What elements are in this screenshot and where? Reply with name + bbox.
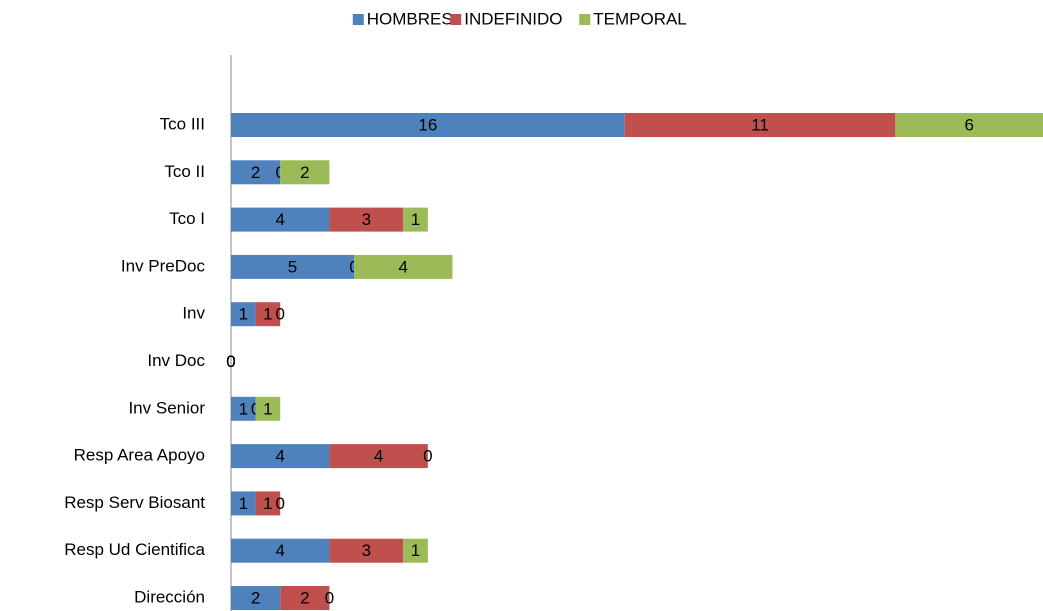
bar-segment: [231, 254, 355, 279]
bar-segment: [231, 160, 281, 185]
category-label: Inv: [182, 304, 205, 323]
data-label: 2: [300, 588, 309, 607]
category-label: Inv PreDoc: [121, 256, 206, 275]
category-label: Inv Senior: [128, 398, 205, 417]
bar-segment: [403, 207, 428, 232]
data-label: 0: [226, 352, 235, 371]
category-label: Tco I: [169, 209, 205, 228]
data-label: 3: [362, 210, 371, 229]
category-label: Resp Area Apoyo: [74, 446, 205, 465]
data-label: 2: [251, 163, 260, 182]
category-label: Tco III: [160, 114, 205, 133]
data-label: 11: [751, 115, 769, 134]
bar-segment: [231, 444, 330, 469]
bar-segment: [255, 302, 281, 327]
data-label: 1: [263, 305, 272, 324]
bar-segment: [280, 586, 330, 610]
bar-segment: [255, 491, 281, 516]
data-label: 4: [275, 447, 284, 466]
data-label: 4: [374, 447, 383, 466]
bar-segment: [231, 113, 625, 137]
legend-label: TEMPORAL: [593, 9, 687, 28]
data-label: 4: [399, 257, 408, 276]
bar-segment: [354, 254, 453, 279]
data-label: 0: [226, 352, 235, 371]
bar-segment: [255, 396, 281, 421]
bar-segment: [895, 113, 1043, 137]
data-label: 1: [239, 494, 248, 513]
data-label: 16: [418, 115, 437, 134]
bar-segment: [231, 491, 256, 516]
legend-swatch: [450, 14, 462, 25]
data-label: 1: [411, 541, 420, 560]
legend-swatch: [352, 14, 364, 25]
bar-segment: [329, 444, 428, 469]
data-label: 1: [239, 305, 248, 324]
legend-label: INDEFINIDO: [464, 9, 562, 28]
data-label: 5: [288, 257, 297, 276]
bar-segment: [231, 396, 256, 421]
bar-segment: [329, 538, 404, 563]
category-label: Resp Ud Cientifica: [64, 540, 205, 559]
data-label: 2: [251, 588, 260, 607]
data-label: 1: [239, 399, 248, 418]
bar-segment: [280, 160, 330, 185]
category-label: Resp Serv Biosant: [64, 493, 205, 512]
data-label: 6: [964, 115, 973, 134]
legend-label: HOMBRES: [367, 9, 453, 28]
data-label: 0: [226, 352, 235, 371]
bar-segment: [231, 538, 330, 563]
data-label: 1: [263, 494, 272, 513]
bar-segment: [329, 207, 404, 232]
data-label: 0: [275, 305, 284, 324]
category-label: Inv Doc: [147, 351, 205, 370]
bar-segment: [624, 113, 896, 137]
data-label: 0: [251, 399, 260, 418]
data-label: 4: [275, 210, 284, 229]
category-label: Dirección: [134, 587, 205, 606]
bar-segment: [231, 302, 256, 327]
data-label: 0: [423, 447, 432, 466]
bar-segment: [231, 207, 330, 232]
data-label: 0: [275, 494, 284, 513]
data-label: 1: [411, 210, 420, 229]
data-label: 3: [362, 541, 371, 560]
legend-swatch: [579, 14, 591, 25]
bar-segment: [403, 538, 428, 563]
data-label: 0: [325, 588, 334, 607]
category-label: Tco II: [164, 162, 205, 181]
data-label: 1: [263, 399, 272, 418]
data-label: 2: [300, 163, 309, 182]
bar-segment: [231, 586, 281, 610]
data-label: 4: [275, 541, 284, 560]
